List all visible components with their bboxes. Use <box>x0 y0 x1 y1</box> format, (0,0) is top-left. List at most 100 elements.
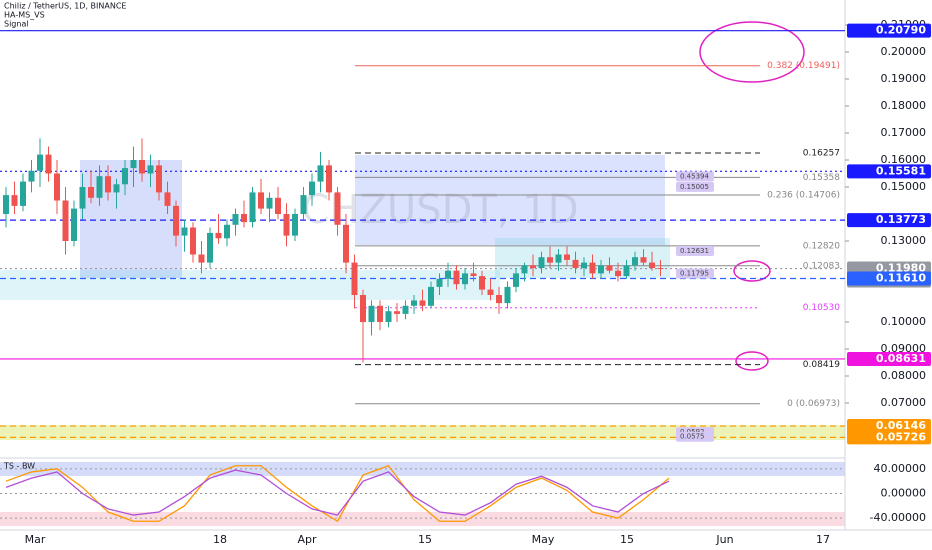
candle-body <box>640 257 647 263</box>
candle-body <box>649 262 655 268</box>
small-label-box <box>676 171 714 182</box>
small-label: 0.15005 <box>680 183 709 191</box>
osc-tick-label: 0.00000 <box>881 487 927 500</box>
small-label-box <box>676 431 714 442</box>
candle-body <box>79 187 86 209</box>
candle-body <box>292 214 298 236</box>
candle-body <box>20 181 26 206</box>
candle-body <box>453 270 460 285</box>
price-tag <box>847 213 931 228</box>
candle-body <box>224 224 230 239</box>
x-tick-label: 15 <box>418 533 432 546</box>
header-symbol: Chiliz / TetherUS, 1D, BINANCE <box>4 2 126 11</box>
level-label: 0.12083 <box>803 261 840 271</box>
candle-body <box>530 265 536 268</box>
header-indicator: HA-MS_VS <box>4 11 45 20</box>
price-tag <box>847 419 931 434</box>
candle-body <box>615 270 621 277</box>
candle-body <box>190 227 196 255</box>
candle-body <box>606 265 613 271</box>
candle-body <box>487 289 494 295</box>
small-label-box <box>676 245 714 256</box>
candle-body <box>139 160 145 174</box>
price-tag <box>847 23 931 38</box>
candle-body <box>173 205 179 236</box>
highlight-circle <box>699 21 805 83</box>
level-label: 0.12820 <box>803 241 840 251</box>
small-label: 0.11795 <box>680 270 709 278</box>
candle-body <box>598 265 604 274</box>
candle-body <box>156 165 162 193</box>
osc-band <box>0 512 845 526</box>
candle-body <box>164 192 171 206</box>
y-tick-label: 0.07000 <box>881 396 927 409</box>
candle-body <box>436 278 443 287</box>
price-tag-label: 0.13773 <box>876 213 926 226</box>
candle-body <box>317 165 324 182</box>
candle-body <box>215 232 222 239</box>
level-label: 0 (0.06973) <box>787 399 840 409</box>
candle-body <box>521 265 528 274</box>
candle-body <box>241 214 247 223</box>
candle-body <box>96 176 103 198</box>
small-label: 0.45394 <box>680 172 709 180</box>
candle-body <box>555 254 562 263</box>
price-tag <box>847 351 931 366</box>
candle-body <box>351 262 358 295</box>
price-tag <box>847 271 931 286</box>
y-tick-label: 0.08000 <box>881 369 927 382</box>
candle-body <box>147 165 154 174</box>
candle-body <box>326 165 332 193</box>
candle-body <box>589 262 596 274</box>
candle-body <box>394 311 400 314</box>
x-tick-label: Jun <box>715 533 733 546</box>
candle-body <box>343 224 349 263</box>
small-label: 0.0575 <box>680 433 705 441</box>
candle-body <box>572 259 579 268</box>
candle-body <box>122 168 128 185</box>
osc-line <box>5 464 670 523</box>
level-label: 0.16257 <box>803 149 840 159</box>
price-tag-label: 0.11980 <box>876 262 926 275</box>
candle-body <box>232 214 239 225</box>
highlight-circle <box>735 351 769 371</box>
candle-body <box>105 176 111 193</box>
price-tag-label: 0.20790 <box>876 24 926 37</box>
y-tick-label: 0.20000 <box>881 45 927 58</box>
x-tick-label: 17 <box>816 533 830 546</box>
candle-body <box>113 184 120 193</box>
candle-body <box>402 305 409 314</box>
candle-body <box>258 192 264 209</box>
oscillator-title: TS - BW <box>3 462 35 471</box>
candle-body <box>266 197 273 209</box>
candle-body <box>411 300 417 306</box>
candle-body <box>334 192 341 225</box>
candle-body <box>275 197 281 215</box>
candle-body <box>88 187 94 198</box>
candle-body <box>130 160 137 169</box>
y-tick-label: 0.19000 <box>881 72 927 85</box>
candle-body <box>62 200 69 241</box>
candle-body <box>564 254 570 260</box>
candle-body <box>538 257 545 268</box>
candle-body <box>513 273 519 287</box>
price-tag-label: 0.05726 <box>876 430 926 443</box>
small-label-box <box>676 181 714 192</box>
candle-body <box>581 262 587 268</box>
level-label: 0.10530 <box>803 303 840 313</box>
candle-body <box>368 305 375 322</box>
candle-body <box>547 257 553 263</box>
zone <box>80 160 182 278</box>
candle-body <box>496 294 502 304</box>
osc-band <box>0 462 845 476</box>
candle-body <box>462 273 468 285</box>
price-tag <box>847 164 931 179</box>
header-indicator: Signal <box>4 20 29 29</box>
price-tag-label: 0.15581 <box>876 164 926 177</box>
y-tick-label: 0.13000 <box>881 234 927 247</box>
candle-body <box>657 267 664 269</box>
candle-body <box>71 208 77 241</box>
osc-line <box>5 469 670 516</box>
